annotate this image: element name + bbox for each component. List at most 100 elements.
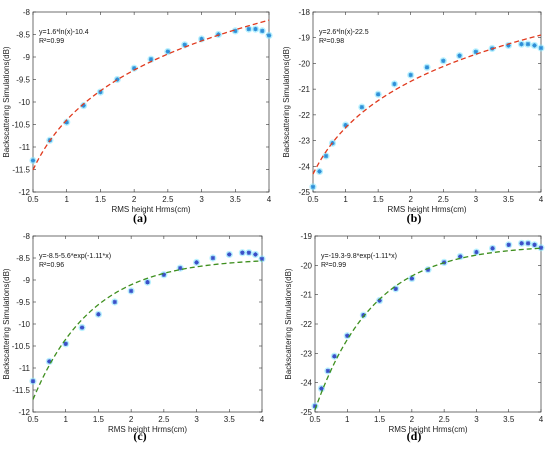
y-tick-label: -9.5	[16, 298, 30, 307]
data-point	[423, 63, 431, 71]
y-axis-label: Backscattering Simulations(dB)	[284, 268, 293, 379]
data-point	[245, 249, 253, 257]
data-point-marker	[194, 260, 199, 265]
x-tick-label: 3.5	[503, 195, 515, 204]
data-point-marker	[260, 28, 265, 34]
y-tick-label: -24	[298, 162, 310, 171]
chart-panel-3: 0.5 1 1.5 2 2.5 3 3.5 4 -12 -11.5 -11 -10.5 -10 -9.5 -…	[2, 232, 266, 443]
x-axis-label: RMS height Hrms(cm)	[108, 425, 187, 434]
plot-frame	[314, 235, 542, 413]
data-point-marker	[63, 341, 68, 346]
y-tick-label: -18	[298, 8, 310, 17]
y-tick-label: -10.5	[12, 342, 31, 351]
data-point	[358, 103, 366, 111]
fit-equation: y=1.6*ln(x)-10.4	[39, 29, 89, 36]
fit-equation: y=-19.3-9.8*exp(-1.11*x)	[321, 253, 397, 260]
data-point-marker	[145, 280, 150, 285]
y-tick-label: -9	[23, 276, 31, 285]
chart-panel-1: 0.5 1 1.5 2 2.5 3 3.5 4 -12 -11.5 -11 -10.5 -10 -9.5 -…	[2, 8, 273, 225]
x-tick-label: 4	[260, 415, 265, 424]
x-tick-label: 0.5	[307, 195, 319, 204]
data-point-marker	[409, 276, 415, 281]
y-tick-label: -20	[300, 261, 312, 270]
y-tick-label: -11.5	[12, 166, 30, 175]
data-point-marker	[377, 298, 382, 303]
data-point-marker	[519, 41, 524, 47]
data-point-marker	[199, 36, 204, 42]
chart-panel-2: 0.5 1 1.5 2 2.5 3 3.5 4 -25 -24 -23 -22 -21 -20 -19 -18…	[282, 8, 545, 225]
fit-curve	[312, 34, 542, 175]
data-point	[62, 340, 70, 348]
data-point	[79, 102, 88, 110]
data-point-marker	[538, 45, 544, 51]
x-tick-label: 0.5	[309, 415, 321, 424]
fit-curve	[32, 19, 270, 171]
data-point-marker	[319, 386, 324, 391]
data-point-marker	[408, 72, 413, 78]
y-tick-label: -11.5	[12, 386, 30, 395]
data-point	[341, 121, 350, 129]
data-point	[245, 25, 253, 33]
x-tick-label: 3.5	[230, 195, 242, 204]
data-point-marker	[96, 312, 101, 317]
y-tick-label: -10	[18, 320, 30, 329]
data-point	[130, 64, 138, 72]
y-tick-label: -8	[23, 232, 31, 241]
data-point-marker	[441, 58, 446, 64]
data-point	[251, 25, 260, 33]
data-point-marker	[538, 245, 544, 250]
data-point	[78, 323, 86, 332]
x-tick-label: 1	[343, 195, 348, 204]
data-point	[251, 250, 260, 259]
panel-caption: (a)	[133, 211, 147, 225]
y-tick-label: -8	[23, 8, 31, 17]
chart-panel-4: 0.5 1 1.5 2 2.5 3 3.5 4 -25 -24 -23 -22 -21 -20 -19 RMS…	[284, 232, 545, 443]
fit-curve	[32, 260, 263, 400]
data-point-marker	[532, 43, 537, 48]
data-point	[309, 183, 317, 191]
data-point	[315, 167, 324, 176]
y-tick-label: -25	[300, 408, 312, 417]
y-tick-label: -22	[300, 320, 312, 329]
data-point	[265, 31, 273, 39]
data-point-marker	[506, 242, 511, 247]
y-tick-label: -25	[298, 188, 310, 197]
y-tick-label: -10.5	[12, 121, 31, 130]
data-point-marker	[165, 49, 171, 54]
x-tick-label: 3	[194, 415, 199, 424]
fit-curve	[314, 247, 542, 411]
data-point-marker	[64, 120, 69, 125]
panel-caption: (b)	[407, 211, 422, 225]
x-tick-label: 2	[129, 415, 134, 424]
data-point-marker	[182, 42, 187, 48]
data-point-marker	[392, 81, 397, 87]
data-point	[324, 367, 332, 375]
data-point-marker	[332, 354, 337, 359]
y-axis-label: Backscattering Simulations(dB)	[2, 46, 11, 157]
plot-frame	[32, 235, 263, 413]
data-point-marker	[131, 66, 137, 71]
data-point	[164, 48, 172, 56]
x-tick-label: 2	[408, 195, 413, 204]
data-point-marker	[375, 92, 381, 97]
x-tick-label: 2.5	[439, 415, 451, 424]
data-point	[530, 241, 539, 249]
x-tick-label: 2.5	[158, 415, 170, 424]
y-tick-label: -23	[300, 349, 312, 358]
data-point-marker	[233, 28, 238, 34]
data-point-marker	[325, 368, 331, 374]
data-point-marker	[393, 286, 398, 291]
data-point	[322, 152, 330, 160]
data-point-marker	[312, 403, 318, 409]
data-point	[29, 377, 37, 385]
data-point	[408, 274, 416, 283]
x-tick-label: 1.5	[95, 195, 107, 204]
x-axis-label: RMS height Hrms(cm)	[111, 205, 190, 214]
r-squared: R²=0.96	[39, 262, 64, 269]
data-point	[160, 271, 168, 279]
data-point	[29, 156, 37, 165]
x-tick-label: 2.5	[162, 195, 174, 204]
data-point-marker	[458, 254, 463, 259]
x-tick-label: 3.5	[503, 415, 515, 424]
data-point-marker	[425, 267, 431, 272]
